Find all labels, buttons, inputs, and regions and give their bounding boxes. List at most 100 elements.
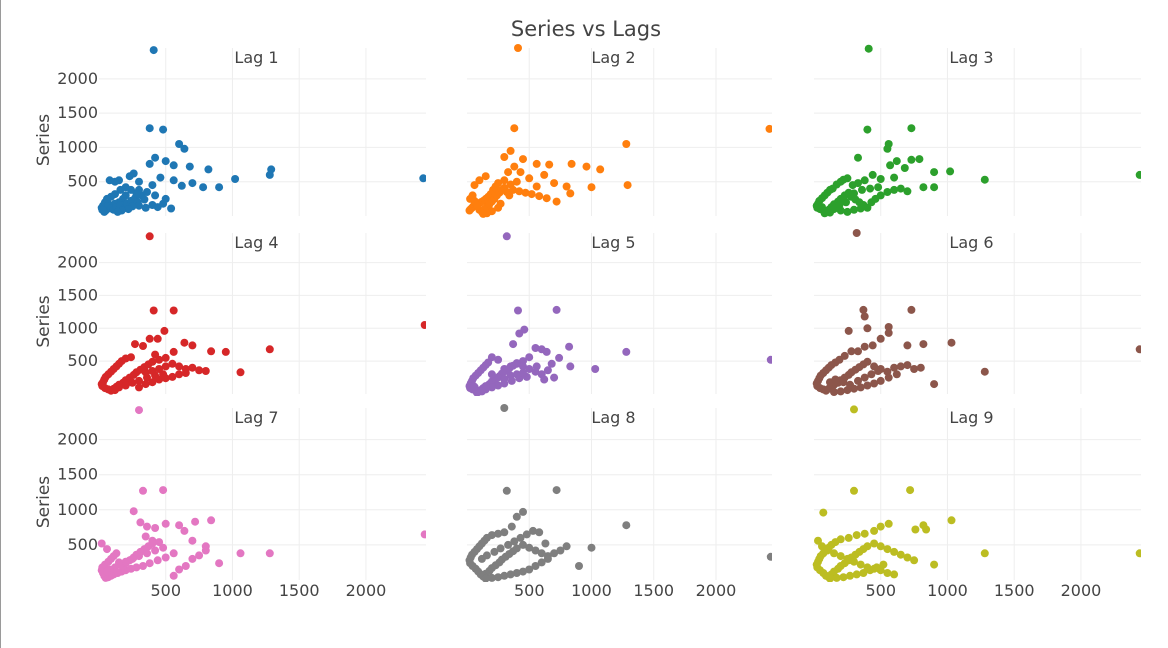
data-point [516, 168, 525, 177]
data-point [566, 362, 575, 371]
series-points [465, 404, 772, 582]
data-point [890, 547, 899, 556]
data-point [116, 185, 125, 194]
data-point [823, 546, 832, 555]
chart-title: Series vs Lags [511, 17, 661, 41]
x-tick-label: 1500 [279, 581, 320, 600]
data-point [207, 347, 216, 356]
data-point [188, 536, 197, 545]
data-point [148, 181, 157, 190]
data-point [521, 188, 530, 197]
x-tick-label: 500 [514, 581, 545, 600]
data-point [850, 557, 858, 566]
data-point [124, 205, 133, 214]
data-point [487, 383, 496, 392]
data-point [555, 353, 564, 362]
data-point [525, 543, 534, 552]
data-point [946, 167, 955, 176]
data-point [876, 542, 885, 551]
y-tick-label: 500 [67, 535, 98, 554]
data-point [892, 157, 901, 166]
data-point [175, 140, 184, 148]
data-point [161, 353, 170, 362]
panel-title: Lag 3 [949, 48, 993, 67]
data-point [930, 560, 939, 569]
data-point [504, 540, 513, 549]
panel-title: Lag 6 [949, 233, 993, 252]
data-point [543, 366, 552, 375]
data-point [535, 528, 544, 537]
data-point [129, 507, 138, 516]
panel-title: Lag 2 [591, 48, 635, 67]
data-point [135, 201, 143, 210]
data-point [525, 365, 534, 373]
data-point [494, 355, 503, 364]
series-points [812, 229, 1141, 396]
data-point [231, 175, 240, 183]
data-point [836, 387, 845, 396]
data-point [883, 545, 892, 554]
data-point [516, 533, 525, 542]
data-point [135, 376, 143, 385]
data-point [876, 522, 885, 531]
data-point [852, 570, 861, 579]
data-point [145, 559, 154, 568]
data-point [980, 367, 989, 376]
y-tick-label: 1500 [57, 103, 98, 122]
data-point [481, 574, 490, 582]
data-point [161, 362, 170, 371]
data-point [169, 347, 178, 356]
data-point [161, 519, 170, 528]
data-point [890, 185, 899, 194]
data-point [500, 153, 509, 161]
data-point [151, 524, 160, 532]
series-points [812, 44, 1141, 218]
panel-4: Lag 4 500 1000 1500 2000 Series [34, 232, 426, 395]
data-point [883, 144, 892, 153]
data-point [519, 362, 527, 371]
data-point [854, 376, 862, 385]
data-point [842, 198, 850, 207]
data-point [839, 573, 848, 582]
data-point [856, 204, 865, 213]
data-point [919, 340, 928, 349]
data-point [903, 361, 912, 370]
data-point [121, 557, 130, 566]
data-point [519, 155, 527, 164]
data-point [502, 486, 511, 495]
series-points [465, 44, 772, 218]
data-point [529, 526, 537, 535]
x-tick-label: 1000 [212, 581, 253, 600]
data-point [870, 379, 879, 388]
data-point [500, 571, 509, 580]
data-point [490, 547, 499, 556]
data-point [151, 191, 160, 200]
data-point [191, 517, 200, 526]
data-point [103, 567, 111, 576]
x-tick-label: 2000 [1061, 581, 1102, 600]
data-point [820, 209, 829, 218]
data-point [830, 388, 838, 396]
data-point [500, 528, 509, 537]
data-point [145, 232, 154, 241]
data-point [525, 565, 534, 574]
y-tick-label: 2000 [57, 253, 98, 272]
data-point [500, 404, 509, 412]
data-point [527, 190, 536, 199]
data-point [201, 546, 210, 555]
data-point [139, 486, 147, 495]
data-point [582, 162, 591, 171]
data-point [860, 176, 869, 185]
data-point [105, 176, 114, 185]
data-point [876, 376, 885, 385]
data-point [169, 161, 178, 170]
data-point [148, 539, 157, 548]
data-point [537, 549, 546, 558]
data-point [860, 342, 869, 351]
data-point [826, 574, 834, 582]
data-point [863, 563, 872, 572]
data-point [947, 516, 956, 525]
data-point [111, 386, 119, 395]
data-point [512, 177, 521, 186]
